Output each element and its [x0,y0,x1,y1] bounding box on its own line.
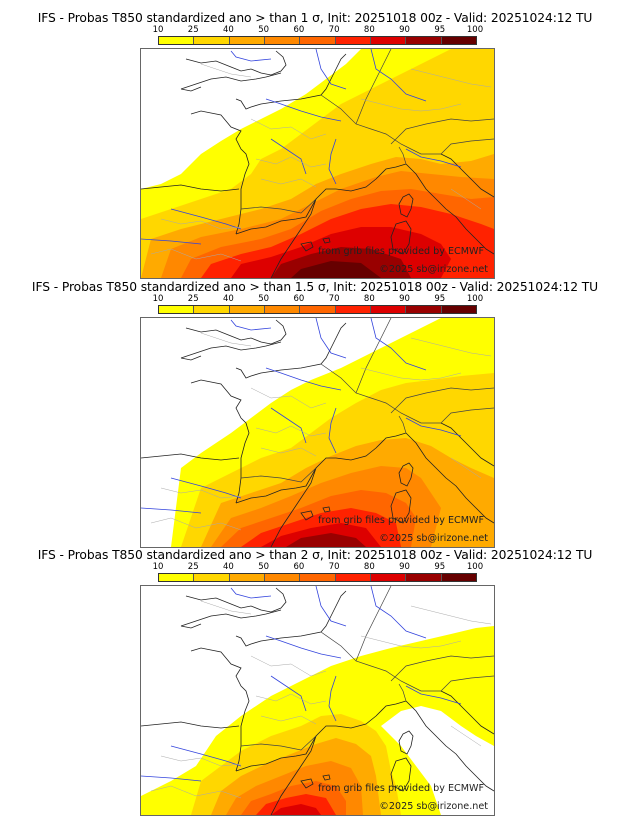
band-80 [271,804,321,815]
colorbar-segment [194,574,230,581]
colorbar-tick-label: 60 [293,294,305,304]
colorbar-tick-label: 70 [328,25,340,35]
colorbar-segment [229,306,265,313]
colorbar-tick-label: 10 [152,294,164,304]
forecast-panel-1-5sigma: IFS - Probas T850 standardized ano > tha… [0,280,630,548]
band-95 [291,261,381,278]
colorbar-tick-label: 40 [223,294,234,304]
colorbar-tick-label: 40 [223,562,234,572]
colorbar-segment [229,37,265,44]
colorbar-tick-label: 100 [466,25,484,35]
colorbar-tick-label: 95 [434,562,446,572]
probability-map: from grib files provided by ECMWF ©2025 … [140,48,495,279]
colorbar-tick-labels: 10 25 40 50 60 70 80 90 95 100 [148,294,488,304]
colorbar-segment [159,306,195,313]
colorbar-tick-label: 80 [363,294,375,304]
colorbar-tick-labels: 10 25 40 50 60 70 80 90 95 100 [148,25,488,35]
colorbar-segment [370,306,407,313]
colorbar-segment [229,574,265,581]
colorbar-tick-label: 50 [258,562,270,572]
colorbar-segment [194,37,230,44]
forecast-panel-2sigma: IFS - Probas T850 standardized ano > tha… [0,548,630,816]
copyright-credit: ©2025 sb@irizone.net [379,533,488,544]
colorbar-segment [159,37,195,44]
colorbar-tick-label: 25 [187,294,199,304]
colorbar-tick-label: 90 [399,25,410,35]
band-90 [286,533,366,547]
colorbar-tick-label: 60 [293,25,305,35]
colorbar-segment [264,306,301,313]
forecast-panel-1sigma: IFS - Probas T850 standardized ano > tha… [0,11,630,279]
colorbar-tick-label: 70 [328,294,340,304]
panel-title: IFS - Probas T850 standardized ano > tha… [31,280,599,294]
colorbar [158,36,477,45]
colorbar [158,305,477,314]
colorbar-tick-label: 95 [434,25,446,35]
colorbar-segment [300,37,336,44]
copyright-credit: ©2025 sb@irizone.net [379,801,488,812]
colorbar-segment [370,37,407,44]
colorbar-segment [441,574,476,581]
colorbar-segment [406,574,442,581]
colorbar-tick-labels: 10 25 40 50 60 70 80 90 95 100 [148,562,488,572]
copyright-credit: ©2025 sb@irizone.net [379,264,488,275]
data-source-credit: from grib files provided by ECMWF [318,246,484,257]
colorbar-tick-label: 95 [434,294,446,304]
probability-map: from grib files provided by ECMWF ©2025 … [140,317,495,548]
colorbar-segment [264,37,301,44]
panel-title: IFS - Probas T850 standardized ano > tha… [37,548,593,562]
colorbar-segment [406,306,442,313]
colorbar-tick-label: 25 [187,25,199,35]
colorbar-segment [370,574,407,581]
colorbar-tick-label: 25 [187,562,199,572]
panel-title: IFS - Probas T850 standardized ano > tha… [37,11,593,25]
colorbar-segment [441,37,476,44]
colorbar-tick-label: 100 [466,294,484,304]
probability-map: from grib files provided by ECMWF ©2025 … [140,585,495,816]
colorbar-segment [300,306,336,313]
colorbar-tick-label: 90 [399,562,410,572]
data-source-credit: from grib files provided by ECMWF [318,783,484,794]
colorbar-tick-label: 100 [466,562,484,572]
colorbar-tick-label: 70 [328,562,340,572]
colorbar-segment [335,37,371,44]
colorbar-segment [441,306,476,313]
colorbar-tick-label: 60 [293,562,305,572]
colorbar-tick-label: 40 [223,25,234,35]
colorbar-segment [335,574,371,581]
colorbar-segment [264,574,301,581]
colorbar-segment [406,37,442,44]
colorbar [158,573,477,582]
colorbar-tick-label: 50 [258,294,270,304]
colorbar-tick-label: 10 [152,562,164,572]
colorbar-tick-label: 10 [152,25,164,35]
colorbar-tick-label: 50 [258,25,270,35]
colorbar-tick-label: 80 [363,25,375,35]
colorbar-segment [159,574,195,581]
colorbar-segment [300,574,336,581]
colorbar-tick-label: 80 [363,562,375,572]
colorbar-segment [194,306,230,313]
colorbar-segment [335,306,371,313]
data-source-credit: from grib files provided by ECMWF [318,515,484,526]
colorbar-tick-label: 90 [399,294,410,304]
